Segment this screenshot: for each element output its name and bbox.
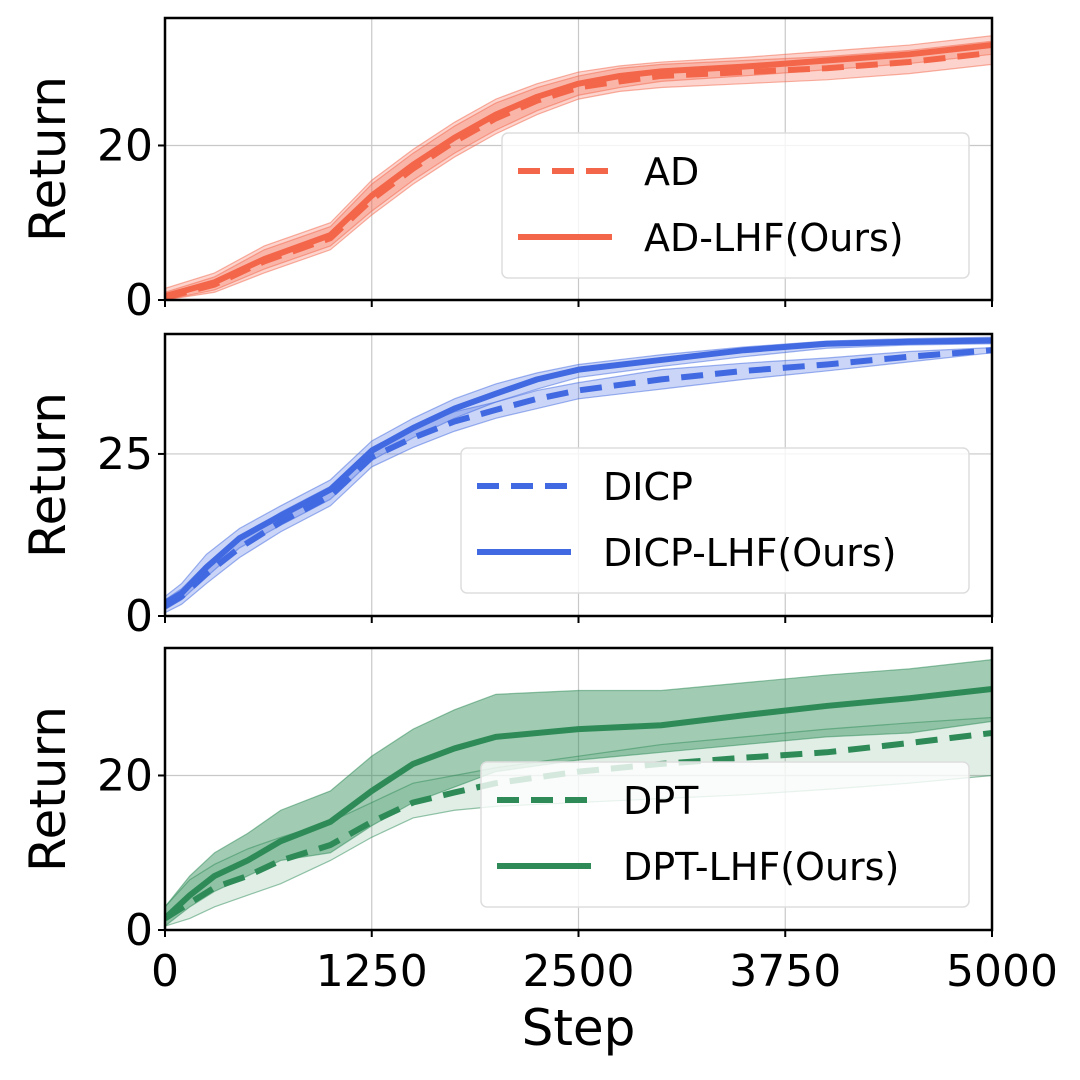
y-tick-label: 20: [97, 120, 153, 171]
legend: DPT DPT-LHF(Ours): [480, 761, 970, 908]
legend: AD AD-LHF(Ours): [501, 132, 970, 279]
series-line-dpt: [165, 730, 992, 921]
y-axis-label: Return: [19, 392, 77, 558]
x-tick-label: 3750: [729, 946, 841, 997]
series-line-dicp: [165, 347, 992, 609]
y-tick-label: 0: [125, 275, 153, 326]
x-axis-label: Step: [522, 999, 636, 1057]
x-tick-label: 1250: [316, 946, 428, 997]
series-line-dpt-lhf-ours-: [165, 685, 992, 921]
legend-label: DPT: [623, 779, 699, 823]
series-line-ad-lhf-ours-: [165, 42, 992, 300]
band-ad: [165, 40, 992, 300]
legend-box: [480, 761, 970, 908]
y-tick-label: 0: [125, 591, 153, 642]
legend-box: [501, 132, 970, 279]
y-tick-label: 25: [97, 429, 153, 480]
plot-area: [165, 336, 992, 614]
panel-bottom: 0 20 Return 0 1250 2500 3750 5000 Step DPT DPT-LHF…: [19, 646, 1058, 1057]
y-axis-label: Return: [19, 76, 77, 242]
legend-box: [460, 447, 970, 594]
legend-label: AD: [644, 150, 699, 194]
y-tick-label: 20: [97, 750, 153, 801]
y-tick-label: 0: [125, 905, 153, 956]
panel-top: 0 20 Return AD AD-LHF(Ours): [19, 16, 994, 326]
panel-middle: 0 25 Return DICP DICP-LHF(Ours): [19, 332, 994, 642]
series-line-dicp-lhf-ours-: [165, 337, 992, 606]
y-axis-label: Return: [19, 706, 77, 872]
legend-label: DPT-LHF(Ours): [623, 845, 899, 889]
x-tick-label: 2500: [523, 946, 635, 997]
plot-area: [165, 35, 992, 300]
x-tick-label: 0: [151, 946, 179, 997]
legend-label: AD-LHF(Ours): [644, 216, 904, 260]
x-tick-label: 5000: [946, 946, 1058, 997]
legend-label: DICP-LHF(Ours): [603, 531, 896, 575]
legend-label: DICP: [603, 465, 693, 509]
legend: DICP DICP-LHF(Ours): [460, 447, 970, 594]
